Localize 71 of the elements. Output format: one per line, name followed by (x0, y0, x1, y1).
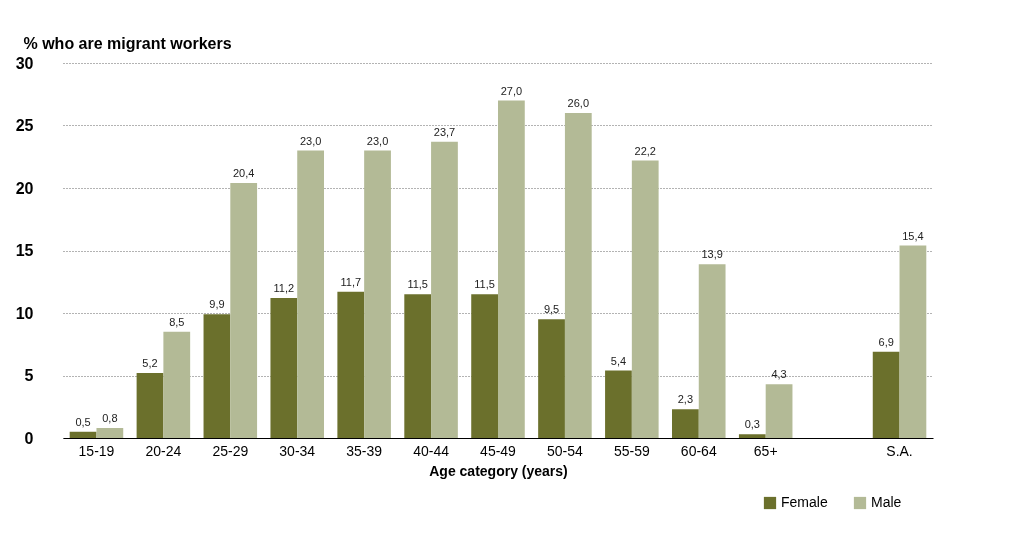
x-tick-label: 20-24 (145, 442, 182, 459)
y-axis-title: % who are migrant workers (23, 34, 232, 52)
x-tick-label: 40-44 (413, 442, 450, 459)
data-label: 0,5 (75, 415, 91, 428)
legend-label: Female (781, 494, 828, 510)
bar (230, 183, 258, 438)
data-label: 11,2 (273, 282, 295, 294)
data-label: 13,9 (701, 248, 723, 261)
data-label: 9,5 (543, 303, 560, 316)
bar (163, 331, 191, 438)
bar (136, 373, 164, 438)
data-label: 5,2 (142, 357, 158, 369)
bar (364, 150, 391, 438)
data-label: 11,5 (474, 278, 495, 291)
data-label: 23,0 (366, 134, 389, 147)
data-label: 27,0 (500, 84, 523, 97)
y-tick-label: 10 (15, 304, 34, 322)
data-label: 0,3 (744, 418, 760, 431)
data-label: 26,0 (567, 97, 590, 109)
y-tick-label: 15 (15, 242, 34, 259)
bar (69, 431, 97, 438)
data-label: 11,5 (407, 278, 428, 291)
x-tick-label: 50-54 (547, 442, 584, 459)
x-tick-label: 60-64 (680, 442, 717, 459)
data-label: 22,2 (634, 144, 656, 157)
bar (698, 264, 726, 438)
bar (270, 298, 298, 438)
data-label: 8,5 (169, 315, 185, 328)
x-tick-label: 30-34 (279, 442, 316, 459)
bar (631, 160, 659, 438)
bar (498, 100, 525, 438)
data-label: 20,4 (232, 167, 255, 179)
x-tick-label: 55-59 (613, 442, 650, 459)
data-label: 23,7 (433, 125, 456, 138)
legend-label: Male (871, 494, 902, 510)
bar (471, 294, 498, 438)
y-tick-label: 30 (15, 54, 34, 72)
data-label: 9,9 (209, 298, 225, 311)
bar (431, 141, 458, 438)
data-label: 0,8 (102, 412, 118, 424)
x-tick-label: 65+ (753, 442, 778, 459)
data-label: 2,3 (677, 393, 694, 406)
bar (672, 409, 699, 438)
bar (203, 314, 231, 438)
data-label: 23,0 (299, 134, 322, 147)
x-tick-label: 25-29 (212, 442, 249, 459)
bar (738, 434, 766, 438)
bar (96, 428, 124, 438)
bar (538, 319, 565, 438)
bar (899, 245, 927, 438)
y-tick-label: 25 (15, 117, 34, 134)
bar (765, 384, 793, 438)
data-label: 6,9 (878, 335, 894, 348)
x-tick-label: 35-39 (346, 442, 383, 459)
data-label: 4,3 (771, 368, 787, 381)
bar (337, 291, 365, 438)
data-label: 15,4 (902, 229, 924, 242)
x-tick-label: 15-19 (78, 442, 115, 459)
bar (872, 351, 900, 438)
bar (404, 294, 432, 438)
y-tick-label: 5 (24, 367, 34, 384)
bar (297, 150, 324, 438)
x-tick-label: 45-49 (480, 442, 517, 459)
y-tick-label: 0 (24, 429, 34, 447)
y-tick-label: 20 (15, 179, 34, 197)
bar (605, 370, 632, 438)
bar (564, 113, 592, 438)
data-label: 11,7 (340, 275, 362, 288)
x-tick-label: S.A. (886, 442, 913, 459)
x-axis-title: Age category (years) (429, 462, 568, 479)
data-label: 5,4 (610, 354, 627, 367)
